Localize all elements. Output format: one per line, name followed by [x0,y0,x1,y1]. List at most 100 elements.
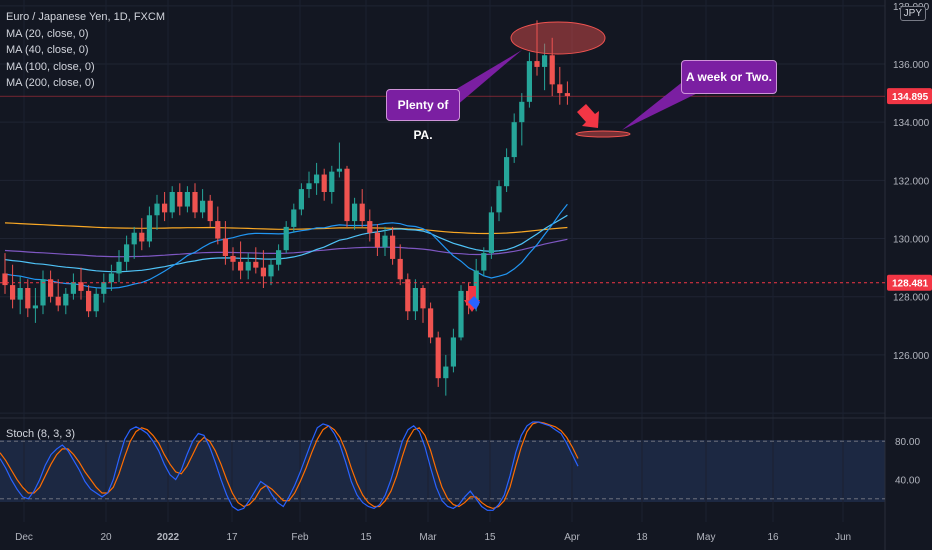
candle [542,43,548,91]
candle-body [215,221,221,239]
candle-body [428,308,434,338]
down-arrow [577,104,599,128]
candle [63,288,69,315]
annotation-plenty-of-pa[interactable]: Plenty of PA. [386,89,460,142]
time-axis-label: 16 [767,532,779,543]
time-axis-label: Jun [835,532,851,543]
candle [564,81,570,105]
candle-body [78,282,84,291]
stoch-k-line [0,421,579,511]
legend-ma20: MA (20, close, 0) [6,27,89,40]
candle-body [192,192,198,213]
candle-body [336,168,342,172]
candle-body [329,171,335,192]
stoch-axis-label: 80.00 [895,437,920,448]
candle-body [298,189,304,210]
candle-body [177,192,183,207]
candle [397,244,403,286]
annotation-a-week-or-two[interactable]: A week or Two. [681,60,777,94]
candle [336,142,342,178]
candle [549,37,555,96]
candle-body [200,200,206,213]
candle [466,282,472,315]
candle [177,183,183,216]
candle [78,267,84,300]
currency-badge[interactable]: JPY [899,6,926,21]
candle-body [291,209,297,227]
candle [526,52,532,108]
candle [101,273,107,303]
candle [405,273,411,320]
candle [2,253,8,294]
candle [359,189,365,227]
candle-body [40,279,46,306]
candle-body [146,215,152,242]
stoch-title: Stoch (8, 3, 3) [6,428,76,440]
candle-body [466,290,472,306]
candle [124,235,130,271]
candle-body [268,264,274,277]
candle-body [131,232,137,245]
candle-body [367,221,373,233]
candle [321,168,327,201]
candle [245,253,251,280]
candle-body [222,238,228,256]
price-axis-label: 130.000 [893,235,930,246]
candle [488,206,494,259]
candle [314,162,320,195]
symbol-title: Euro / Japanese Yen, 1D, FXCM [6,11,165,23]
series-ma40 [4,214,568,273]
candle [344,165,350,227]
candle-body [412,288,418,312]
candle [184,186,190,213]
candle-body [162,203,168,213]
level-price-tag: 128.481 [887,274,932,291]
candle [131,226,137,259]
price-axis-label: 128.000 [893,293,930,304]
time-axis-label: 15 [360,532,372,543]
candle [146,206,152,248]
candle-body [260,267,266,277]
candle [25,279,31,318]
series-ma100 [4,238,568,258]
candle [238,241,244,280]
candle [511,113,517,163]
candle [367,209,373,242]
candle [443,354,449,396]
candle [32,288,38,323]
candle-body [382,235,388,248]
candle [222,221,228,265]
candle-body [458,290,464,338]
chart-legend: Euro / Japanese Yen, 1D, FXCM MA (20, cl… [6,9,165,92]
stoch-axis-label: 40.00 [895,476,920,487]
candle-body [70,282,76,294]
candle-body [108,273,114,283]
candle-body [534,61,540,67]
candle [86,285,92,318]
candle [420,285,426,323]
candle-body [473,270,479,306]
time-axis-label: 18 [636,532,648,543]
level-price-tag-bg [887,274,932,291]
candle [534,20,540,76]
candle-body [374,232,380,248]
candle-body [435,337,441,379]
target-ellipse [575,130,631,138]
candle [428,302,434,344]
candle [450,328,456,373]
candle-body [557,84,563,94]
price-axis-label: 126.000 [893,351,930,362]
candle [504,148,510,192]
candle-body [124,244,130,262]
time-axis-label: Mar [419,532,437,543]
candle-body [359,203,365,222]
legend-ma40: MA (40, close, 0) [6,44,89,56]
candle-body [184,192,190,207]
candle-body [496,186,502,213]
price-axis-label: 134.000 [893,118,930,129]
candle-body [344,168,350,222]
candle-body [481,253,487,271]
candle-body [321,174,327,192]
candle [329,165,335,204]
